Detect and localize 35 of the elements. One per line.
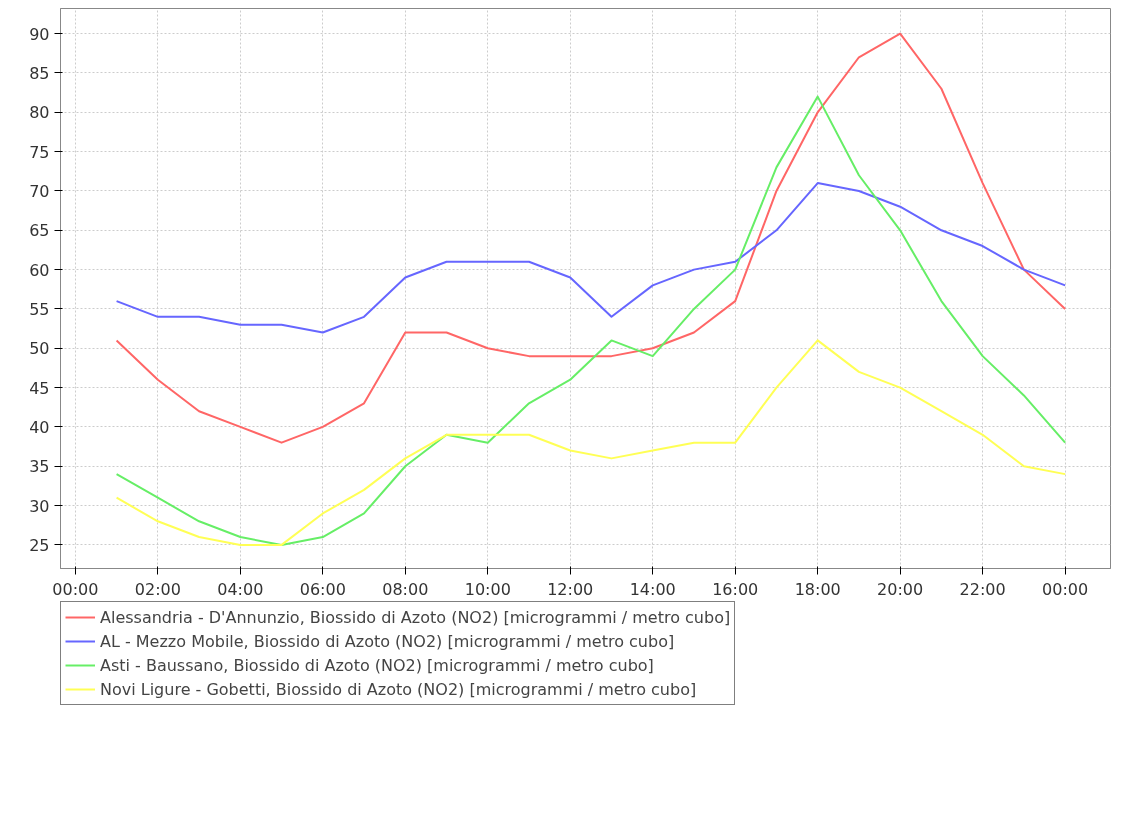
y-tick-label: 45 bbox=[29, 378, 50, 398]
x-tick-label: 00:00 bbox=[52, 579, 99, 599]
x-tick-label: 22:00 bbox=[959, 579, 1006, 599]
line-series bbox=[115, 182, 1067, 334]
line-series bbox=[115, 95, 1067, 546]
x-tick-label: 16:00 bbox=[712, 579, 759, 599]
x-tick-label: 02:00 bbox=[134, 579, 181, 599]
y-tick-label: 85 bbox=[29, 63, 50, 83]
y-tick-label: 80 bbox=[29, 103, 50, 123]
y-tick-label: 75 bbox=[29, 142, 50, 162]
line-series bbox=[115, 339, 1067, 546]
x-tick-label: 14:00 bbox=[629, 579, 676, 599]
y-tick-label: 40 bbox=[29, 417, 50, 437]
x-tick-label: 10:00 bbox=[464, 579, 511, 599]
x-tick-label: 18:00 bbox=[794, 579, 841, 599]
y-tick-label: 50 bbox=[29, 339, 50, 359]
y-tick-label: 90 bbox=[29, 24, 50, 44]
y-tick-label: 65 bbox=[29, 221, 50, 241]
x-tick-label: 06:00 bbox=[299, 579, 346, 599]
x-tick-label: 12:00 bbox=[547, 579, 594, 599]
y-tick-label: 70 bbox=[29, 181, 50, 201]
x-tick-label: 00:00 bbox=[1042, 579, 1089, 599]
legend-label: Alessandria - D'Annunzio, Biossido di Azoto (NO2) [microgrammi / metro cubo] bbox=[100, 606, 731, 628]
line-series bbox=[115, 32, 1067, 444]
legend-label: AL - Mezzo Mobile, Biossido di Azoto (NO2) [microgrammi / metro cubo] bbox=[100, 630, 675, 652]
y-tick-label: 25 bbox=[29, 535, 50, 555]
y-tick-label: 60 bbox=[29, 260, 50, 280]
y-tick-label: 30 bbox=[29, 496, 50, 516]
y-tick-label: 55 bbox=[29, 299, 50, 319]
legend-label: Asti - Baussano, Biossido di Azoto (NO2) [microgrammi / metro cubo] bbox=[100, 654, 654, 676]
legend-label: Novi Ligure - Gobetti, Biossido di Azoto (NO2) [microgrammi / metro cubo] bbox=[100, 678, 697, 700]
y-tick-label: 35 bbox=[29, 457, 50, 477]
x-tick-label: 20:00 bbox=[877, 579, 924, 599]
x-tick-label: 08:00 bbox=[382, 579, 429, 599]
x-tick-label: 04:00 bbox=[217, 579, 264, 599]
